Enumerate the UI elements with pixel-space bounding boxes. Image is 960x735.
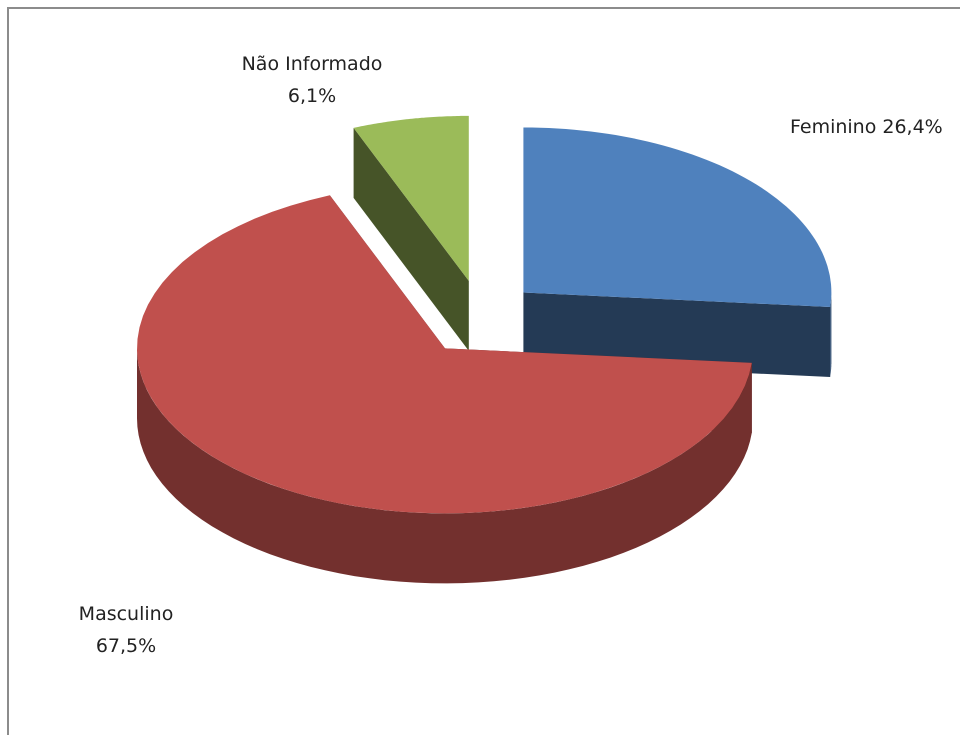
label-value: 67,5% bbox=[96, 635, 156, 657]
label-name: Feminino bbox=[790, 116, 876, 138]
data-label: Feminino 26,4% bbox=[790, 116, 943, 138]
pie-slice bbox=[137, 195, 752, 514]
slice-side bbox=[830, 292, 832, 377]
pie-slice bbox=[353, 115, 469, 281]
label-name: Masculino bbox=[79, 603, 174, 625]
label-value: 26,4% bbox=[882, 116, 942, 138]
pie-slice bbox=[523, 127, 832, 307]
slice-side bbox=[137, 348, 752, 584]
data-label: Não Informado 6,1% bbox=[242, 53, 383, 107]
slice-wall bbox=[353, 127, 469, 351]
data-label: Masculino 67,5% bbox=[79, 603, 174, 657]
label-value: 6,1% bbox=[288, 85, 336, 107]
label-name: Não Informado bbox=[242, 53, 383, 75]
